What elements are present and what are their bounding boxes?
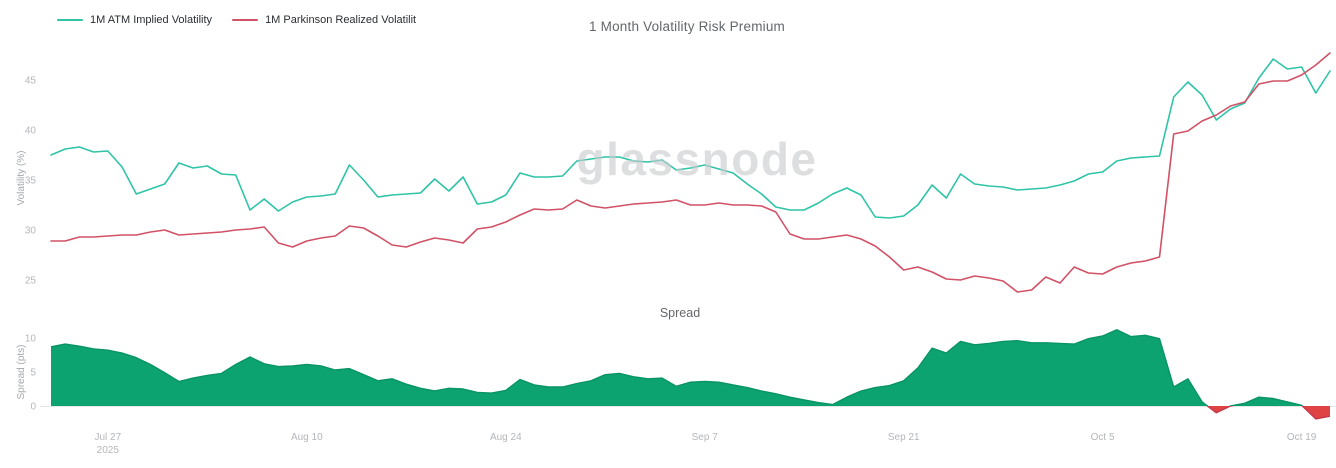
x-axis-tick: Aug 24 [490,432,522,443]
realized-volatility-swatch-icon [232,18,259,22]
x-axis-year-tick: 2025 [97,445,120,456]
volatility-y-axis-tick: 35 [25,176,37,187]
x-axis-tick: Sep 7 [692,432,719,443]
volatility-y-axis-tick: 40 [25,126,37,137]
volatility-y-axis-tick: 45 [25,76,37,87]
x-axis-tick: Aug 10 [291,432,323,443]
realized-volatility-line [50,52,1331,293]
x-axis-tick: Jul 27 [94,432,121,443]
spread-area-positive [51,329,1330,406]
implied-volatility-line [50,58,1331,219]
legend-item-realized-volatility[interactable]: 1M Parkinson Realized Volatilit [232,14,416,26]
spread-line-positive [50,329,1304,406]
spread-chart-title: Spread [659,306,701,320]
volatility-y-axis-title: Volatility (%) [16,150,27,206]
spread-y-axis-tick: 0 [30,402,36,413]
chart-legend: 1M ATM Implied Volatility 1M Parkinson R… [57,14,416,26]
x-axis-tick: Sep 21 [888,432,920,443]
volatility-y-axis-tick: 30 [25,226,37,237]
volatility-y-axis-tick: 25 [25,276,37,287]
legend-item-implied-volatility[interactable]: 1M ATM Implied Volatility [57,14,212,26]
implied-volatility-swatch-icon [57,18,83,22]
spread-y-axis-title: Spread (pts) [16,344,27,400]
x-axis-tick: Oct 5 [1091,432,1115,443]
spread-y-axis-tick: 5 [30,368,36,379]
legend-label: 1M ATM Implied Volatility [90,14,213,26]
x-axis-tick: Oct 19 [1287,432,1317,443]
spread-y-axis-tick: 10 [25,334,37,345]
legend-label: 1M Parkinson Realized Volatilit [265,14,417,26]
chart-title: 1 Month Volatility Risk Premium [588,19,786,34]
